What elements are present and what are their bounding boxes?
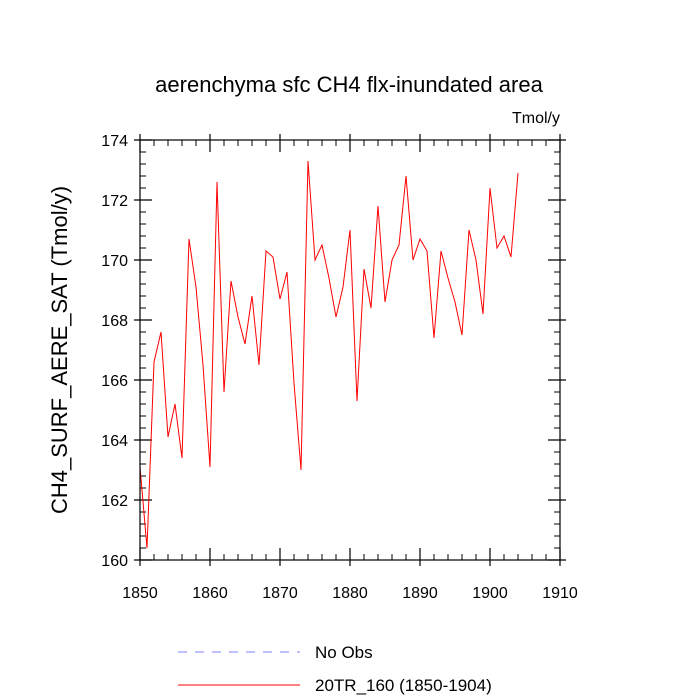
x-tick-labels: 1850 1860 1870 1880 1890 1900 1910: [122, 585, 578, 602]
y-tick-label: 170: [101, 253, 128, 270]
x-tick-label: 1870: [262, 585, 298, 602]
y-tick-label: 162: [101, 493, 128, 510]
y-tick-label: 166: [101, 373, 128, 390]
x-tick-label: 1910: [542, 585, 578, 602]
legend-label-1: 20TR_160 (1850-1904): [315, 676, 492, 695]
plot-frame: [139, 139, 561, 561]
y-tick-labels: 160 162 164 166 168 170 172 174: [101, 133, 128, 570]
minor-ticks: [139, 139, 561, 561]
y-tick-label: 172: [101, 193, 128, 210]
y-tick-label: 174: [101, 133, 128, 150]
x-tick-label: 1900: [472, 585, 508, 602]
y-axis-label: CH4_SURF_AERE_SAT (Tmol/y): [47, 186, 72, 514]
x-tick-label: 1890: [402, 585, 438, 602]
legend-label-0: No Obs: [315, 643, 373, 662]
y-tick-label: 160: [101, 553, 128, 570]
legend: No Obs 20TR_160 (1850-1904): [178, 643, 492, 695]
series-line-1: [139, 160, 519, 549]
x-tick-label: 1860: [192, 585, 228, 602]
x-tick-label: 1850: [122, 585, 158, 602]
series-layer: [139, 160, 519, 549]
units-label: Tmol/y: [512, 110, 560, 127]
major-ticks: [134, 134, 566, 566]
chart-title: aerenchyma sfc CH4 flx-inundated area: [155, 72, 543, 97]
y-tick-label: 164: [101, 433, 128, 450]
x-tick-label: 1880: [332, 585, 368, 602]
y-tick-label: 168: [101, 313, 128, 330]
